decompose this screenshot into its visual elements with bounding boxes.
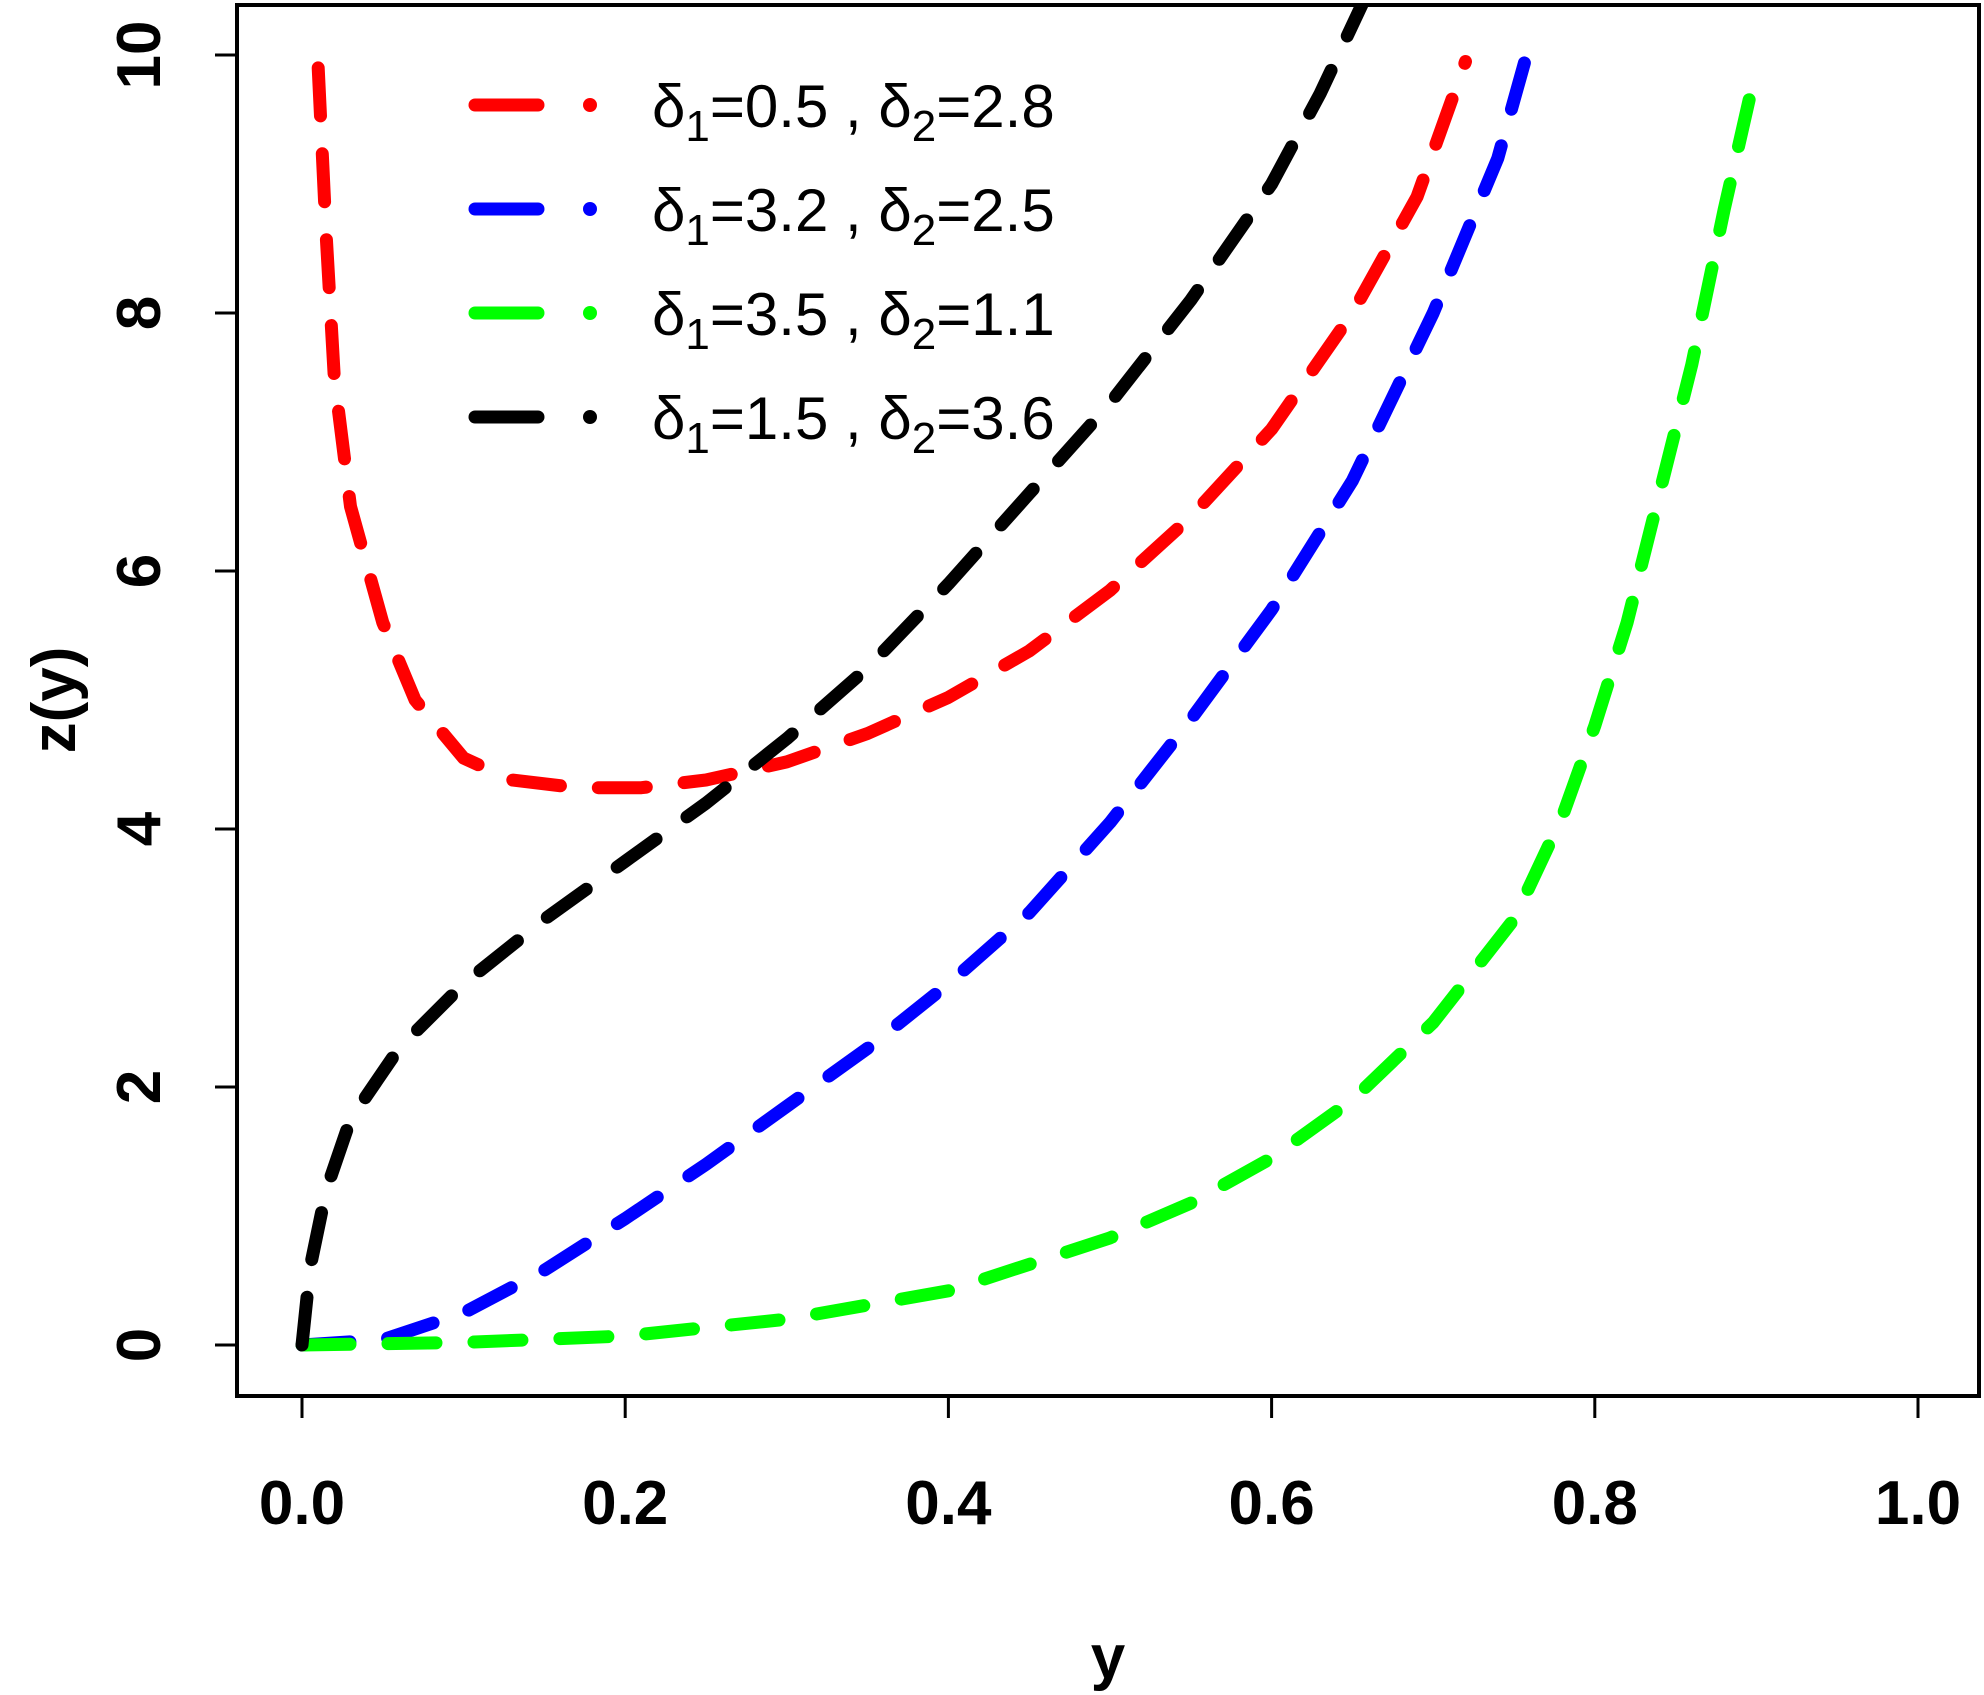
- series-line: [295, 5, 1369, 1352]
- legend-label-part: δ: [878, 281, 911, 348]
- legend-label-part: 2: [912, 102, 936, 151]
- legend-label-part: =2.5: [936, 177, 1054, 244]
- x-tick-label: 0.0: [259, 1469, 345, 1538]
- legend-label-part: =0.5 ,: [710, 73, 878, 140]
- legend-label: δ1=3.5 , δ2=1.1: [652, 281, 1055, 359]
- y-axis: 0 2 4 6 8 10: [105, 21, 239, 1362]
- legend-label-part: 1: [685, 310, 709, 359]
- legend-item: δ1=3.5 , δ2=1.1: [468, 281, 1055, 359]
- x-tick-label: 0.4: [905, 1469, 992, 1538]
- y-axis-title: z(y): [20, 647, 89, 754]
- y-tick-label: 8: [105, 296, 174, 330]
- legend-label-part: δ: [878, 385, 911, 452]
- series-line: [295, 61, 1763, 1352]
- legend-label-part: δ: [652, 177, 685, 244]
- legend-label-part: =2.8: [936, 73, 1054, 140]
- legend-label-part: =3.6: [936, 385, 1054, 452]
- legend-label-part: =3.5 ,: [710, 281, 878, 348]
- legend-item: δ1=3.2 , δ2=2.5: [468, 177, 1055, 255]
- legend-label-part: δ: [652, 73, 685, 140]
- legend-label-part: 2: [912, 310, 936, 359]
- legend-label-part: =1.5 ,: [710, 385, 878, 452]
- legend-label-part: =1.1: [936, 281, 1054, 348]
- y-tick-label: 0: [105, 1328, 174, 1362]
- x-tick-label: 0.2: [582, 1469, 668, 1538]
- legend-label-part: δ: [878, 73, 911, 140]
- legend-label-part: 1: [685, 206, 709, 255]
- legend-label-part: 2: [912, 206, 936, 255]
- y-tick-label: 10: [105, 21, 174, 90]
- legend-label-part: δ: [652, 281, 685, 348]
- legend-swatch-dot: [583, 202, 597, 216]
- legend-swatch-dot: [583, 410, 597, 424]
- legend: δ1=0.5 , δ2=2.8δ1=3.2 , δ2=2.5δ1=3.5 , δ…: [468, 73, 1055, 463]
- legend-swatch-dot: [583, 306, 597, 320]
- legend-label-part: 1: [685, 102, 709, 151]
- y-tick-label: 6: [105, 554, 174, 588]
- legend-swatch-dot: [583, 98, 597, 112]
- legend-label-part: 1: [685, 414, 709, 463]
- legend-item: δ1=1.5 , δ2=3.6: [468, 385, 1055, 463]
- x-axis: 0.0 0.2 0.4 0.6 0.8 1.0: [259, 1394, 1961, 1538]
- x-tick-label: 0.8: [1552, 1469, 1638, 1538]
- x-tick-label: 1.0: [1875, 1469, 1961, 1538]
- series-line: [295, 35, 1537, 1352]
- legend-label: δ1=3.2 , δ2=2.5: [652, 177, 1055, 255]
- series-layer: [295, 5, 1763, 1352]
- x-tick-label: 0.6: [1228, 1469, 1314, 1538]
- legend-label-part: 2: [912, 414, 936, 463]
- legend-item: δ1=0.5 , δ2=2.8: [468, 73, 1055, 151]
- x-axis-title: y: [1091, 1623, 1126, 1692]
- legend-label-part: δ: [878, 177, 911, 244]
- series-line: [311, 55, 1472, 795]
- y-tick-label: 4: [105, 811, 174, 846]
- legend-label: δ1=1.5 , δ2=3.6: [652, 385, 1055, 463]
- legend-label-part: =3.2 ,: [710, 177, 878, 244]
- legend-label: δ1=0.5 , δ2=2.8: [652, 73, 1055, 151]
- legend-label-part: δ: [652, 385, 685, 452]
- y-tick-label: 2: [105, 1070, 174, 1104]
